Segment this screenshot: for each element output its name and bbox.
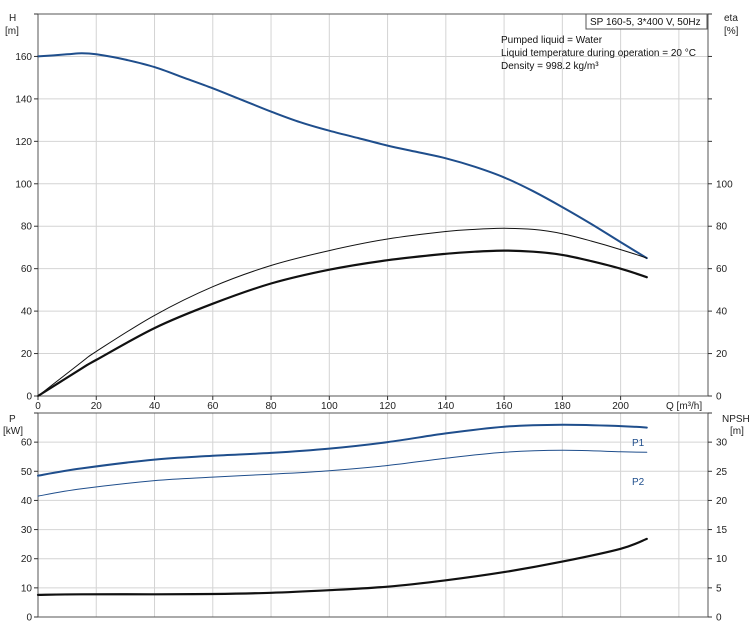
title-box-text: SP 160-5, 3*400 V, 50Hz <box>590 17 701 28</box>
bottom-right-tick-label: 30 <box>716 438 728 449</box>
top-left-tick-label: 140 <box>15 94 32 105</box>
series-line-eta_thick <box>36 249 648 398</box>
top-right-tick-label: 80 <box>716 222 728 233</box>
x-tick-label: 20 <box>91 401 103 412</box>
bottom-right-tick-label: 5 <box>716 583 722 594</box>
x-tick-label: 60 <box>207 401 219 412</box>
bottom-left-tick-label: 10 <box>21 583 33 594</box>
bottom-left-axis-label-line1: P <box>9 414 16 425</box>
top-right-tick-label: 0 <box>716 392 722 403</box>
top-right-axis-label-line1: eta <box>724 13 738 24</box>
x-tick-label: 80 <box>265 401 277 412</box>
top-right-tick-label: 60 <box>716 264 728 275</box>
bottom-left-tick-label: 60 <box>21 438 33 449</box>
bottom-chart-grid <box>37 412 709 618</box>
top-left-tick-label: 20 <box>21 349 33 360</box>
bottom-right-tick-label: 15 <box>716 525 728 536</box>
bottom-right-tick-label: 0 <box>716 613 722 624</box>
top-left-tick-label: 60 <box>21 264 33 275</box>
x-tick-label: 140 <box>437 401 454 412</box>
series-label-p2: P2 <box>632 477 645 488</box>
top-chart-grid <box>37 13 709 397</box>
bottom-plot-frame <box>37 412 709 618</box>
bottom-left-tick-label: 40 <box>21 496 33 507</box>
top-left-tick-label: 80 <box>21 222 33 233</box>
top-right-tick-label: 100 <box>716 179 733 190</box>
axis-ticks: 0 20 40 60 80 100 120 140 160 180 2000204060801001… <box>15 13 733 624</box>
x-tick-label: 180 <box>554 401 571 412</box>
title-box <box>585 13 708 30</box>
bottom-left-tick-label: 20 <box>21 554 33 565</box>
x-tick-label: 120 <box>379 401 396 412</box>
x-tick-label: 160 <box>496 401 513 412</box>
bottom-left-tick-label: 0 <box>26 613 32 624</box>
annotation-liquid-temperature: Liquid temperature during operation = 20… <box>501 48 696 59</box>
x-tick-label: 40 <box>149 401 161 412</box>
top-left-axis-label-line2: [m] <box>5 26 19 37</box>
curves <box>36 52 648 596</box>
bottom-left-axis-label-line2: [kW] <box>3 426 23 437</box>
bottom-right-axis-label-line2: [m] <box>730 426 744 437</box>
top-right-tick-label: 20 <box>716 349 728 360</box>
x-axis-label: Q [m³/h] <box>666 401 702 412</box>
top-left-tick-label: 0 <box>26 392 32 403</box>
series-line-P1 <box>37 423 648 477</box>
bottom-right-tick-label: 20 <box>716 496 728 507</box>
bottom-right-tick-label: 25 <box>716 467 728 478</box>
top-plot-frame <box>37 13 709 397</box>
series-label-p1: P1 <box>632 438 645 449</box>
series-line-eta_thin <box>37 227 648 397</box>
series-line-npsh_ext <box>37 593 83 596</box>
bottom-right-axis-label-line1: NPSH <box>722 414 750 425</box>
bottom-left-tick-label: 50 <box>21 467 33 478</box>
top-left-tick-label: 40 <box>21 307 33 318</box>
x-tick-label: 200 <box>612 401 629 412</box>
top-left-axis-label-line1: H <box>9 13 16 24</box>
annotation-density: Density = 998.2 kg/m³ <box>501 61 599 72</box>
top-left-tick-label: 100 <box>15 179 32 190</box>
series-line-npsh <box>36 537 648 596</box>
top-left-tick-label: 120 <box>15 137 32 148</box>
x-tick-label: 100 <box>321 401 338 412</box>
top-right-axis-label-line2: [%] <box>724 26 739 37</box>
x-tick-label: 0 <box>35 401 41 412</box>
series-line-P2 <box>37 449 648 497</box>
top-left-tick-label: 160 <box>15 52 32 63</box>
bottom-right-tick-label: 10 <box>716 554 728 565</box>
annotation-pumped-liquid: Pumped liquid = Water <box>501 35 603 46</box>
top-right-tick-label: 40 <box>716 307 728 318</box>
bottom-left-tick-label: 30 <box>21 525 33 536</box>
series-line-head <box>37 52 648 260</box>
